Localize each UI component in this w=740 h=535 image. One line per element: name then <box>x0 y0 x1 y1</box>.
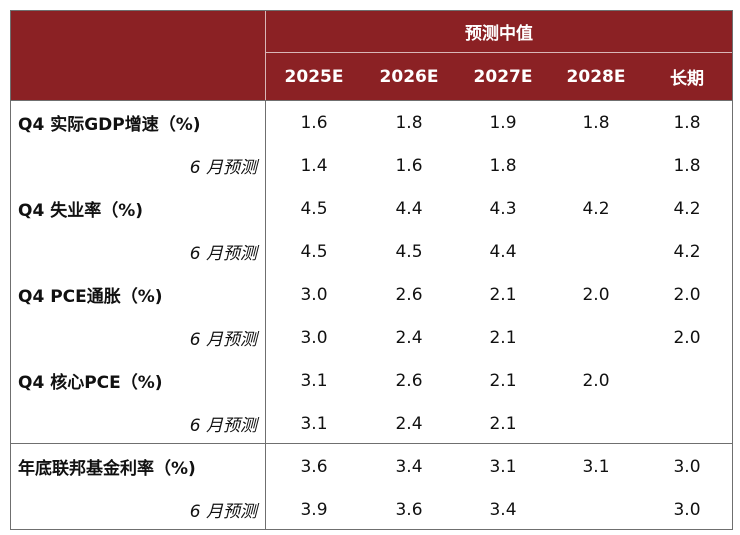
table-row: 6 月预测 3.0 2.4 2.1 2.0 <box>11 316 732 359</box>
header-bottom-line <box>11 100 732 101</box>
section-divider <box>11 443 732 444</box>
table-cell: 1.6 <box>300 112 328 133</box>
table-cell: 3.0 <box>673 499 701 520</box>
row-sublabel: 6 月预测 <box>189 330 257 350</box>
row-label: Q4 核心PCE（%) <box>18 373 163 393</box>
table-cell: 4.5 <box>395 241 423 262</box>
table-cell: 1.9 <box>489 112 517 133</box>
table-cell: 3.1 <box>489 456 517 477</box>
table-cell <box>642 359 732 402</box>
table-cell: 1.8 <box>395 112 423 133</box>
column-header-2028e: 2028E <box>566 66 626 87</box>
table-cell <box>642 402 732 445</box>
header-divider <box>265 11 266 100</box>
forecast-table: 预测中值 2025E 2026E 2027E 2028E 长期 Q4 实际GDP… <box>10 10 733 530</box>
table-row: 6 月预测 4.5 4.5 4.4 4.2 <box>11 230 732 273</box>
table-row: Q4 实际GDP增速（%) 1.6 1.8 1.9 1.8 1.8 <box>11 101 732 144</box>
table-cell <box>550 316 642 359</box>
table-cell: 1.8 <box>673 155 701 176</box>
table-cell <box>550 402 642 445</box>
table-cell: 4.2 <box>582 198 610 219</box>
row-label: Q4 PCE通胀（%) <box>18 287 163 307</box>
table-row: Q4 失业率（%) 4.5 4.4 4.3 4.2 4.2 <box>11 187 732 230</box>
table-row: 6 月预测 3.1 2.4 2.1 <box>11 402 732 445</box>
table-cell: 3.6 <box>300 456 328 477</box>
row-sublabel: 6 月预测 <box>189 416 257 436</box>
table-cell: 2.0 <box>582 370 610 391</box>
table-cell: 1.8 <box>489 155 517 176</box>
table-cell: 4.5 <box>300 241 328 262</box>
table-cell: 2.1 <box>489 284 517 305</box>
table-cell: 1.4 <box>300 155 328 176</box>
table-cell <box>550 144 642 187</box>
table-cell: 3.0 <box>300 284 328 305</box>
column-header-longrun: 长期 <box>670 69 704 89</box>
header-rule <box>265 52 732 53</box>
table-cell: 3.4 <box>395 456 423 477</box>
table-cell: 3.6 <box>395 499 423 520</box>
table-cell: 4.4 <box>489 241 517 262</box>
table-cell: 1.8 <box>582 112 610 133</box>
header-group-label: 预测中值 <box>465 24 533 44</box>
table-cell: 3.1 <box>300 370 328 391</box>
table-cell: 3.4 <box>489 499 517 520</box>
table-header: 预测中值 2025E 2026E 2027E 2028E 长期 <box>11 11 732 100</box>
table-cell: 2.0 <box>673 327 701 348</box>
table-cell: 2.6 <box>395 370 423 391</box>
table-cell: 3.9 <box>300 499 328 520</box>
table-cell: 2.1 <box>489 413 517 434</box>
table-row: 6 月预测 1.4 1.6 1.8 1.8 <box>11 144 732 187</box>
table-cell <box>550 230 642 273</box>
table-row: 年底联邦基金利率（%) 3.6 3.4 3.1 3.1 3.0 <box>11 445 732 488</box>
table-cell: 2.4 <box>395 413 423 434</box>
table-row: 6 月预测 3.9 3.6 3.4 3.0 <box>11 488 732 531</box>
table-cell: 1.8 <box>673 112 701 133</box>
table-row: Q4 核心PCE（%) 3.1 2.6 2.1 2.0 <box>11 359 732 402</box>
column-header-2025e: 2025E <box>284 66 344 87</box>
row-label: 年底联邦基金利率（%) <box>18 459 196 479</box>
table-cell: 4.5 <box>300 198 328 219</box>
table-cell: 4.4 <box>395 198 423 219</box>
table-cell: 4.3 <box>489 198 517 219</box>
table-cell: 3.0 <box>673 456 701 477</box>
row-label: Q4 失业率（%) <box>18 201 144 221</box>
row-sublabel: 6 月预测 <box>189 244 257 264</box>
row-sublabel: 6 月预测 <box>189 502 257 522</box>
table-cell: 3.1 <box>582 456 610 477</box>
label-column-divider <box>265 100 266 529</box>
table-cell: 2.1 <box>489 327 517 348</box>
table-cell: 2.0 <box>673 284 701 305</box>
table-cell <box>550 488 642 531</box>
table-cell: 2.0 <box>582 284 610 305</box>
column-header-2026e: 2026E <box>379 66 439 87</box>
table-cell: 2.6 <box>395 284 423 305</box>
column-header-2027e: 2027E <box>473 66 533 87</box>
table-row: Q4 PCE通胀（%) 3.0 2.6 2.1 2.0 2.0 <box>11 273 732 316</box>
row-label: Q4 实际GDP增速（%) <box>18 115 201 135</box>
table-cell: 1.6 <box>395 155 423 176</box>
table-cell: 4.2 <box>673 241 701 262</box>
table-cell: 2.4 <box>395 327 423 348</box>
row-sublabel: 6 月预测 <box>189 158 257 178</box>
table-cell: 2.1 <box>489 370 517 391</box>
table-cell: 3.1 <box>300 413 328 434</box>
table-cell: 3.0 <box>300 327 328 348</box>
table-cell: 4.2 <box>673 198 701 219</box>
